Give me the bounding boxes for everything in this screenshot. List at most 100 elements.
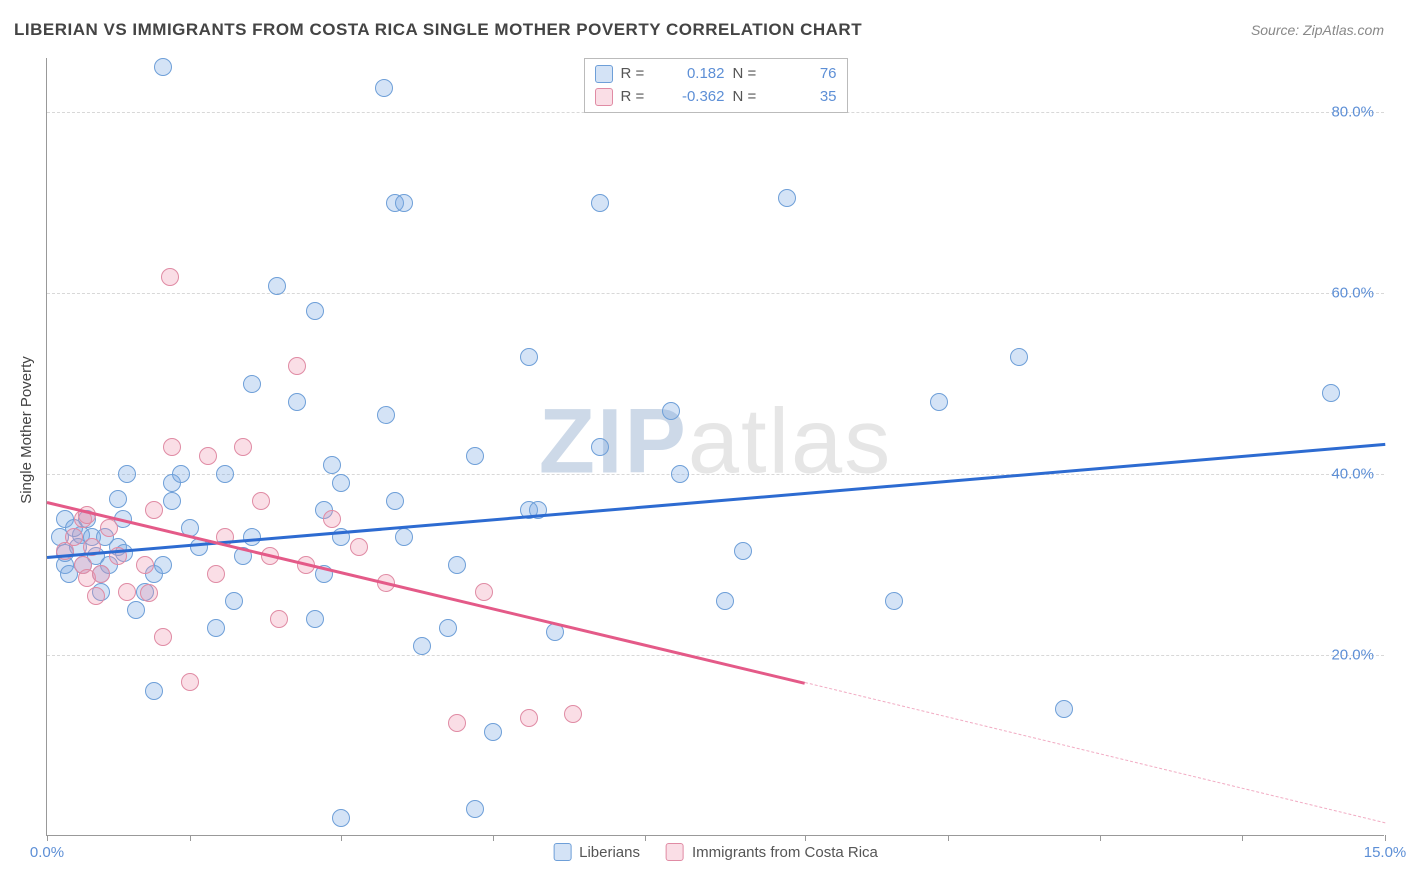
data-point xyxy=(395,528,413,546)
data-point xyxy=(268,277,286,295)
data-point xyxy=(92,565,110,583)
data-point xyxy=(332,809,350,827)
data-point xyxy=(734,542,752,560)
data-point xyxy=(225,592,243,610)
data-point xyxy=(671,465,689,483)
data-point xyxy=(306,302,324,320)
data-point xyxy=(288,393,306,411)
data-point xyxy=(181,673,199,691)
data-point xyxy=(386,492,404,510)
data-point xyxy=(118,583,136,601)
xtick xyxy=(1385,835,1386,841)
r-value: -0.362 xyxy=(663,86,725,109)
xtick xyxy=(645,835,646,841)
r-value: 0.182 xyxy=(663,63,725,86)
data-point xyxy=(145,682,163,700)
gridline xyxy=(47,293,1384,294)
legend-row: R = 0.182 N = 76 xyxy=(595,63,837,86)
ytick-label: 60.0% xyxy=(1331,285,1374,302)
xtick xyxy=(1100,835,1101,841)
ytick-label: 80.0% xyxy=(1331,104,1374,121)
data-point xyxy=(475,583,493,601)
legend-item: Immigrants from Costa Rica xyxy=(666,843,878,861)
ytick-label: 40.0% xyxy=(1331,466,1374,483)
correlation-legend: R = 0.182 N = 76 R = -0.362 N = 35 xyxy=(584,58,848,113)
chart-title: LIBERIAN VS IMMIGRANTS FROM COSTA RICA S… xyxy=(14,20,862,40)
data-point xyxy=(154,58,172,76)
data-point xyxy=(377,406,395,424)
legend-swatch-icon xyxy=(595,88,613,106)
data-point xyxy=(306,610,324,628)
data-point xyxy=(395,194,413,212)
data-point xyxy=(466,800,484,818)
source-credit: Source: ZipAtlas.com xyxy=(1251,22,1384,38)
data-point xyxy=(520,348,538,366)
data-point xyxy=(154,628,172,646)
data-point xyxy=(448,714,466,732)
data-point xyxy=(716,592,734,610)
n-label: N = xyxy=(733,86,767,109)
data-point xyxy=(778,189,796,207)
xtick xyxy=(1242,835,1243,841)
legend-swatch-icon xyxy=(553,843,571,861)
data-point xyxy=(140,584,158,602)
data-point xyxy=(163,438,181,456)
legend-label: Immigrants from Costa Rica xyxy=(692,844,878,861)
xtick xyxy=(493,835,494,841)
series-legend: Liberians Immigrants from Costa Rica xyxy=(553,843,878,861)
data-point xyxy=(65,528,83,546)
data-point xyxy=(448,556,466,574)
data-point xyxy=(270,610,288,628)
data-point xyxy=(207,619,225,637)
data-point xyxy=(520,709,538,727)
data-point xyxy=(207,565,225,583)
data-point xyxy=(109,490,127,508)
legend-swatch-icon xyxy=(666,843,684,861)
data-point xyxy=(885,592,903,610)
data-point xyxy=(234,438,252,456)
data-point xyxy=(243,375,261,393)
data-point xyxy=(930,393,948,411)
data-point xyxy=(1322,384,1340,402)
n-label: N = xyxy=(733,63,767,86)
trend-line-extrapolated xyxy=(805,682,1385,823)
data-point xyxy=(161,268,179,286)
data-point xyxy=(216,465,234,483)
data-point xyxy=(350,538,368,556)
gridline xyxy=(47,655,1384,656)
data-point xyxy=(484,723,502,741)
data-point xyxy=(466,447,484,465)
data-point xyxy=(332,474,350,492)
data-point xyxy=(127,601,145,619)
ytick-label: 20.0% xyxy=(1331,647,1374,664)
data-point xyxy=(662,402,680,420)
legend-swatch-icon xyxy=(595,65,613,83)
r-label: R = xyxy=(621,86,655,109)
data-point xyxy=(163,492,181,510)
legend-row: R = -0.362 N = 35 xyxy=(595,86,837,109)
legend-label: Liberians xyxy=(579,844,640,861)
plot-area: ZIPatlas R = 0.182 N = 76 R = -0.362 N =… xyxy=(46,58,1384,836)
r-label: R = xyxy=(621,63,655,86)
trend-line xyxy=(47,442,1385,558)
data-point xyxy=(375,79,393,97)
xtick xyxy=(47,835,48,841)
watermark-rest: atlas xyxy=(688,390,892,492)
data-point xyxy=(100,519,118,537)
xtick xyxy=(190,835,191,841)
xtick xyxy=(341,835,342,841)
data-point xyxy=(172,465,190,483)
xtick xyxy=(805,835,806,841)
data-point xyxy=(413,637,431,655)
n-value: 76 xyxy=(775,63,837,86)
data-point xyxy=(87,587,105,605)
data-point xyxy=(1010,348,1028,366)
data-point xyxy=(145,501,163,519)
legend-item: Liberians xyxy=(553,843,640,861)
data-point xyxy=(118,465,136,483)
data-point xyxy=(288,357,306,375)
gridline xyxy=(47,474,1384,475)
data-point xyxy=(1055,700,1073,718)
data-point xyxy=(439,619,457,637)
data-point xyxy=(591,438,609,456)
